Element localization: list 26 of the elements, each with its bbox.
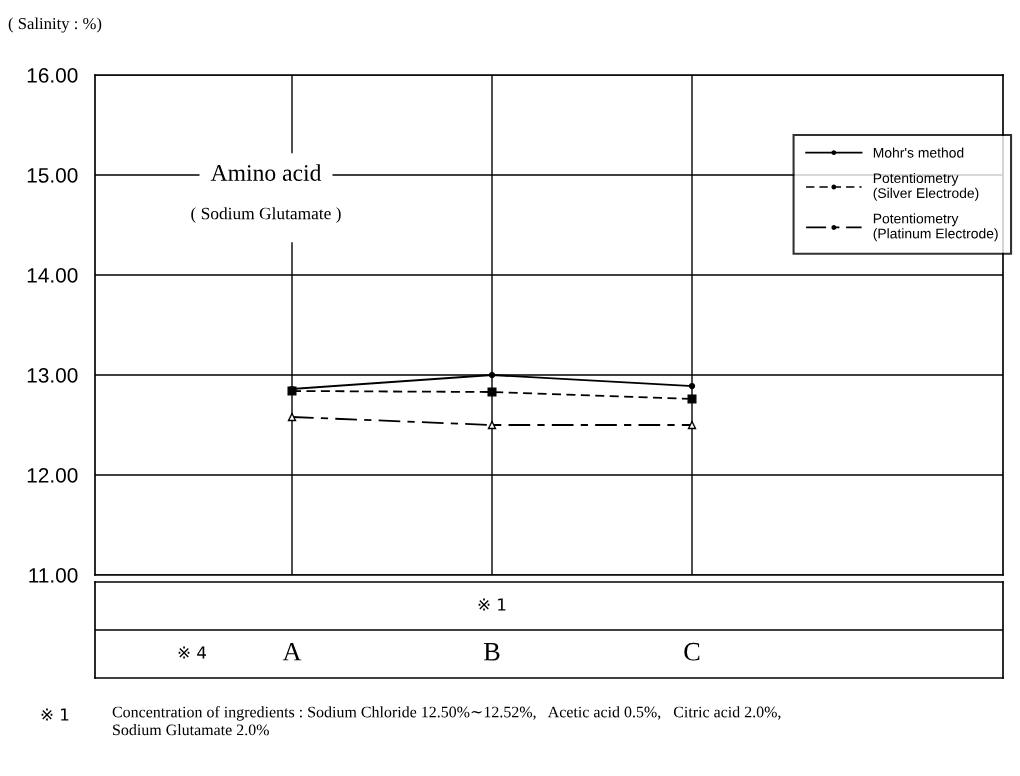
point [487, 420, 497, 430]
point [687, 420, 697, 430]
annotation: Amino acid [210, 164, 322, 181]
text: ※ 4 [178, 646, 206, 659]
legend-label: Potentiometry (Platinum Electrode) [873, 213, 998, 242]
text: ※ 1 [41, 708, 69, 721]
x-tick-label: A [282, 642, 302, 661]
y-tick-label: 15.00 [27, 168, 78, 183]
y-tick-label: 11.00 [29, 568, 78, 583]
text: ※ 1 [478, 598, 506, 611]
y-tick-label: 14.00 [27, 268, 78, 283]
y-tick-label: 13.00 [27, 368, 78, 383]
point [488, 371, 496, 379]
point [687, 394, 697, 404]
legend-label: Potentiometry (Silver Electrode) [873, 172, 979, 201]
annotation: ( Sodium Glutamate ) [191, 207, 341, 223]
point [688, 382, 696, 390]
legend-label: Mohr's method [873, 147, 964, 158]
point [487, 387, 497, 397]
x-tick-label: C [684, 642, 700, 661]
x-tick-label: B [483, 643, 500, 661]
y-tick-label: 12.00 [27, 468, 78, 483]
text: Concentration of ingredients : Sodium Chloride 12.50%∼12.52%, Acetic acid 0.5%, Citric acid 2.0%, Sodium Glutamate 2.0% [112, 706, 781, 736]
point [287, 412, 297, 422]
y-axis-title: ( Salinity : %) [8, 17, 102, 33]
y-tick-label: 16.00 [27, 68, 78, 83]
